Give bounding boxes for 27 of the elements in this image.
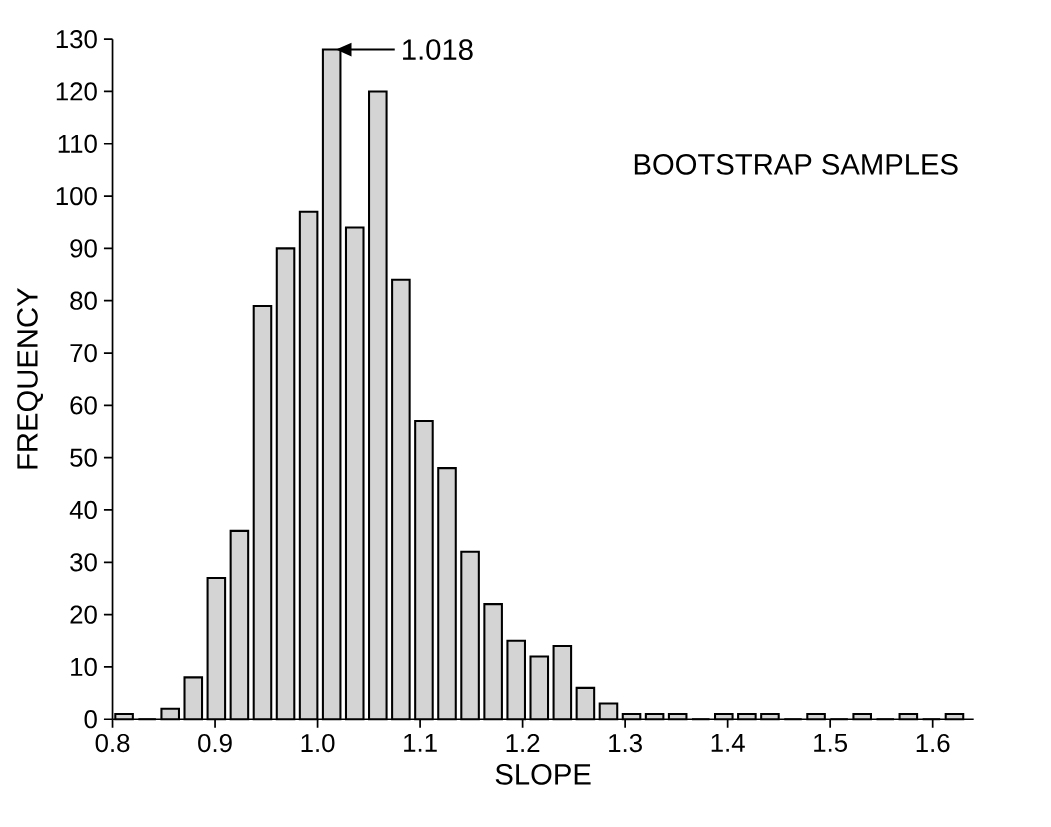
y-tick-label: 110 [58, 134, 97, 153]
x-tick-label: 1.4 [711, 733, 745, 752]
y-tick-label: 10 [71, 657, 97, 677]
x-tick-label: 1.0 [301, 733, 335, 753]
annotation: BOOTSTRAP SAMPLES [634, 154, 958, 175]
x-tick-label: 0.8 [95, 733, 130, 753]
y-tick-label: 0 [84, 710, 97, 729]
y-tick-label: 60 [70, 396, 97, 415]
y-tick-label: 90 [70, 239, 97, 258]
y-tick-label: 70 [70, 343, 97, 363]
y-tick-label: 30 [70, 553, 97, 572]
x-tick-label: 0.9 [198, 733, 232, 753]
y-tick-label: 120 [56, 82, 97, 101]
y-tick-label: 20 [70, 605, 97, 624]
y-tick-label: 50 [70, 448, 97, 467]
y-tick-label: 100 [56, 186, 97, 206]
y-axis-title: FREQUENCY [17, 288, 44, 469]
x-tick-label: 1.6 [916, 733, 950, 753]
x-tick-label: 1.3 [609, 733, 642, 753]
x-axis-title: SLOPE [495, 764, 591, 785]
annotation: 1.018 [403, 39, 473, 60]
x-tick-label: 1.1 [404, 733, 437, 752]
y-tick-label: 40 [69, 500, 97, 520]
x-tick-label: 1.5 [814, 733, 848, 752]
x-tick-label: 1.2 [506, 733, 540, 752]
y-tick-label: 130 [56, 30, 97, 49]
y-tick-label: 80 [70, 291, 97, 310]
